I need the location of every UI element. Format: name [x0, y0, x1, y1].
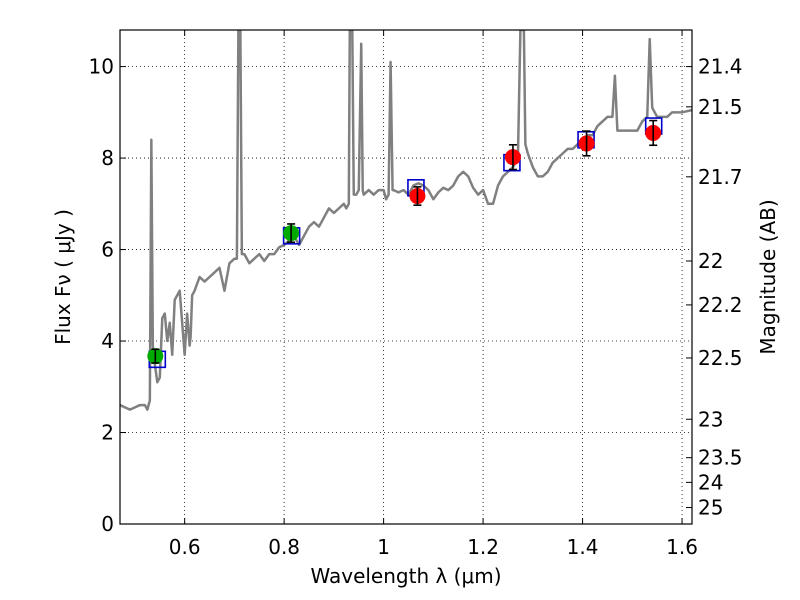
right-tick-label: 21.7 [698, 165, 743, 189]
y-tick-label: 8 [101, 146, 114, 170]
plot-frame [119, 29, 693, 525]
right-tick-label: 21.4 [698, 55, 743, 79]
x-tick-label: 1.6 [666, 535, 698, 559]
x-tick-label: 1 [377, 535, 390, 559]
y-tick-label: 0 [101, 512, 114, 536]
right-axis-label: Magnitude (AB) [756, 199, 780, 354]
right-tick-label: 25 [698, 496, 723, 520]
x-tick-labels: 0.6 0.8 1 1.2 1.4 1.6 [169, 535, 698, 559]
y-tick-labels: 0 2 4 6 8 10 [89, 55, 114, 536]
right-tick-label: 21.5 [698, 95, 743, 119]
x-axis-label: Wavelength λ (μm) [310, 564, 501, 588]
y-tick-label: 10 [89, 55, 114, 79]
right-tick-label: 22.5 [698, 346, 743, 370]
x-tick-label: 0.6 [169, 535, 201, 559]
x-tick-label: 1.2 [467, 535, 499, 559]
x-tick-label: 0.8 [268, 535, 300, 559]
right-tick-label: 22.2 [698, 293, 743, 317]
right-tick-label: 22 [698, 249, 723, 273]
right-tick-label: 23 [698, 407, 723, 431]
right-tick-label: 23.5 [698, 446, 743, 470]
right-tick-label: 24 [698, 470, 723, 494]
x-tick-label: 1.4 [567, 535, 599, 559]
y-tick-label: 6 [101, 238, 114, 262]
markers-layer [147, 117, 663, 369]
y-axis-label: Flux Fν ( μJy ) [51, 209, 75, 345]
y-tick-label: 2 [101, 421, 114, 445]
y-tick-label: 4 [101, 329, 114, 353]
